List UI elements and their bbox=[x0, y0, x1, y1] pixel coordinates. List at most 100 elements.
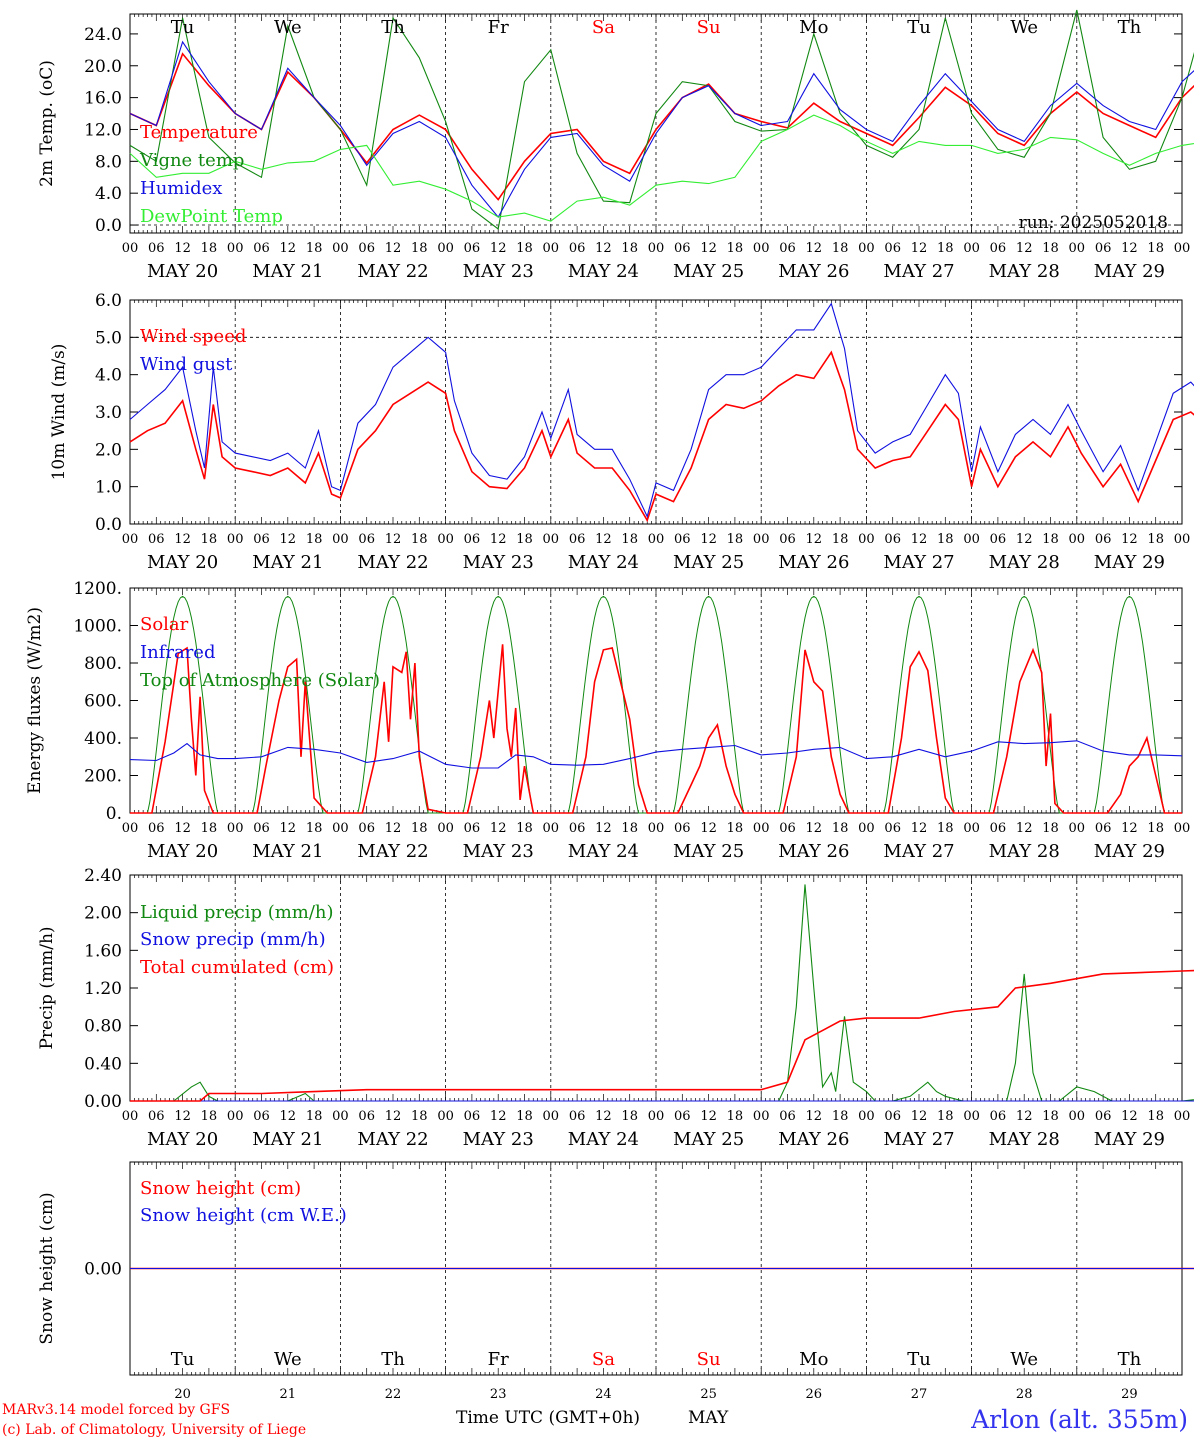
weekday-label: Tu bbox=[907, 1349, 931, 1370]
hour-tick-label: 00 bbox=[437, 1109, 454, 1124]
weekday-label: Th bbox=[1118, 1349, 1142, 1370]
hour-tick-label: 18 bbox=[306, 532, 323, 547]
hour-tick-label: 00 bbox=[543, 532, 560, 547]
hour-tick-label: 06 bbox=[569, 532, 586, 547]
series-line-infrared bbox=[129, 740, 1183, 769]
y-tick-label: 1000. bbox=[73, 617, 122, 637]
weekday-label: Fr bbox=[488, 17, 509, 38]
hour-tick-label: 18 bbox=[516, 1109, 533, 1124]
hour-tick-label: 18 bbox=[201, 1109, 218, 1124]
hour-tick-label: 12 bbox=[385, 1109, 402, 1124]
weekday-label: Th bbox=[381, 1349, 405, 1370]
hour-tick-label: 12 bbox=[911, 532, 928, 547]
hour-tick-label: 18 bbox=[306, 241, 323, 256]
series-line-solar bbox=[130, 644, 1182, 814]
hour-tick-label: 12 bbox=[595, 1109, 612, 1124]
hour-tick-label: 18 bbox=[1042, 241, 1059, 256]
hour-tick-label: 18 bbox=[832, 821, 849, 836]
weekday-label: Tu bbox=[171, 17, 195, 38]
y-tick-label: 8.0 bbox=[95, 152, 122, 172]
y-tick-label: 4.0 bbox=[95, 184, 122, 204]
panel-1: 0.0 4.0 8.0 12.0 16.0 20.0 24.0 2m Temp. (oC) Te… bbox=[37, 9, 1194, 282]
hour-tick-label: 18 bbox=[727, 532, 744, 547]
hour-tick-label: 18 bbox=[306, 1109, 323, 1124]
hour-tick-label: 00 bbox=[858, 1109, 875, 1124]
date-label: MAY 24 bbox=[568, 261, 639, 282]
hour-tick-label: 00 bbox=[858, 241, 875, 256]
weekday-label: We bbox=[1010, 1349, 1038, 1370]
hour-tick-label: 00 bbox=[1069, 821, 1086, 836]
hour-tick-label: 06 bbox=[1095, 821, 1112, 836]
hour-tick-label: 12 bbox=[595, 532, 612, 547]
date-label: MAY 26 bbox=[778, 261, 849, 282]
hour-tick-label: 18 bbox=[201, 241, 218, 256]
hour-tick-label: 18 bbox=[1042, 821, 1059, 836]
weekday-label: Sa bbox=[592, 17, 615, 38]
hour-tick-label: 00 bbox=[227, 821, 244, 836]
hour-tick-label: 18 bbox=[727, 821, 744, 836]
weekday-label: We bbox=[274, 1349, 302, 1370]
legend-entry: Snow height (cm W.E.) bbox=[140, 1205, 347, 1226]
weekday-label: Su bbox=[697, 17, 721, 38]
day-number-label: 28 bbox=[1016, 1387, 1033, 1402]
hour-tick-label: 12 bbox=[174, 821, 191, 836]
panel-4: 0.00 0.40 0.80 1.20 1.60 2.00 2.40 Precip (mm/h… bbox=[37, 866, 1194, 1150]
y-axis-label: 10m Wind (m/s) bbox=[49, 344, 69, 481]
date-label: MAY 27 bbox=[883, 1129, 954, 1150]
hour-tick-label: 12 bbox=[280, 821, 297, 836]
y-tick-label: 3.0 bbox=[95, 403, 122, 423]
date-label: MAY 22 bbox=[357, 841, 428, 862]
hour-tick-label: 18 bbox=[832, 241, 849, 256]
hour-tick-label: 06 bbox=[253, 532, 270, 547]
hour-tick-label: 00 bbox=[753, 532, 770, 547]
hour-tick-label: 12 bbox=[1121, 821, 1138, 836]
hour-tick-label: 00 bbox=[858, 532, 875, 547]
y-tick-label: 1.60 bbox=[84, 941, 122, 961]
hour-tick-label: 12 bbox=[700, 532, 717, 547]
y-tick-label: 20.0 bbox=[84, 57, 122, 77]
y-tick-label: 0.40 bbox=[84, 1054, 122, 1074]
day-number-label: 24 bbox=[595, 1387, 612, 1402]
hour-tick-label: 12 bbox=[280, 241, 297, 256]
hour-tick-label: 06 bbox=[674, 1109, 691, 1124]
weekday-label: Th bbox=[1118, 17, 1142, 38]
date-label: MAY 23 bbox=[463, 841, 534, 862]
hour-tick-label: 12 bbox=[700, 1109, 717, 1124]
hour-tick-label: 06 bbox=[674, 821, 691, 836]
date-label: MAY 25 bbox=[673, 1129, 744, 1150]
date-label: MAY 22 bbox=[357, 261, 428, 282]
legend-entry: DewPoint Temp bbox=[140, 206, 283, 227]
model-credit: MARv3.14 model forced by GFS bbox=[2, 1402, 230, 1418]
hour-tick-label: 18 bbox=[306, 821, 323, 836]
date-label: MAY 23 bbox=[463, 1129, 534, 1150]
date-label: MAY 20 bbox=[147, 261, 218, 282]
hour-tick-label: 06 bbox=[674, 532, 691, 547]
date-label: MAY 26 bbox=[778, 841, 849, 862]
legend-entry: Wind speed bbox=[140, 326, 246, 347]
day-number-label: 23 bbox=[490, 1387, 507, 1402]
plot-frame bbox=[129, 299, 1183, 525]
plot-frame bbox=[129, 587, 1183, 814]
hour-tick-label: 12 bbox=[280, 532, 297, 547]
y-tick-label: 1.0 bbox=[95, 478, 122, 498]
y-tick-label: 800. bbox=[84, 654, 122, 674]
weekday-label: We bbox=[274, 17, 302, 38]
weekday-label: Fr bbox=[488, 1349, 509, 1370]
hour-tick-label: 06 bbox=[358, 241, 375, 256]
y-tick-label: 0.80 bbox=[84, 1017, 122, 1037]
date-label: MAY 21 bbox=[252, 261, 323, 282]
hour-tick-label: 06 bbox=[884, 1109, 901, 1124]
hour-tick-label: 18 bbox=[1147, 1109, 1164, 1124]
day-number-label: 25 bbox=[700, 1387, 717, 1402]
legend-entry: Vigne temp bbox=[139, 150, 244, 171]
hour-tick-label: 12 bbox=[1016, 241, 1033, 256]
hour-tick-label: 12 bbox=[490, 1109, 507, 1124]
date-label: MAY 23 bbox=[463, 261, 534, 282]
hour-tick-label: 06 bbox=[358, 821, 375, 836]
y-tick-label: 200. bbox=[84, 767, 122, 787]
day-number-label: 22 bbox=[385, 1387, 402, 1402]
hour-tick-label: 06 bbox=[358, 532, 375, 547]
date-label: MAY 29 bbox=[1094, 1129, 1165, 1150]
date-label: MAY 22 bbox=[357, 552, 428, 573]
